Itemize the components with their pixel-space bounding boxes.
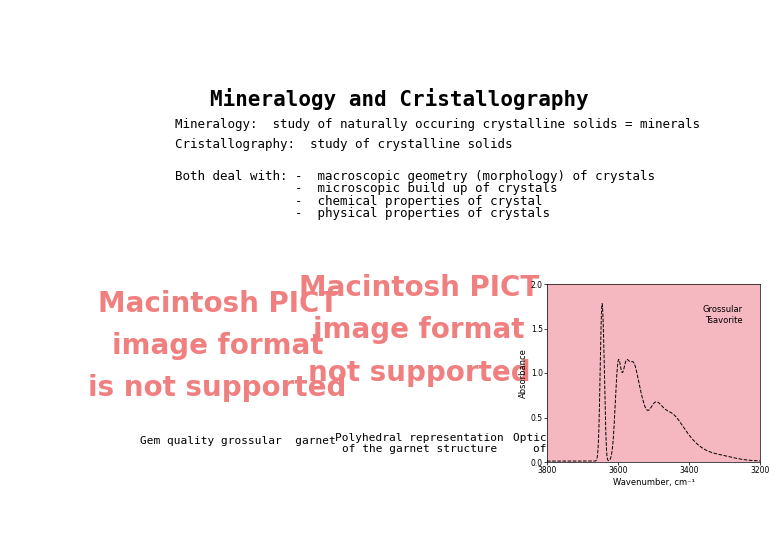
Text: Polyhedral representation
of the garnet structure: Polyhedral representation of the garnet …: [335, 433, 504, 455]
Text: Gem quality grossular  garnet: Gem quality grossular garnet: [140, 436, 336, 446]
Text: Cristallography:  study of crystalline solids: Cristallography: study of crystalline so…: [175, 138, 512, 151]
Y-axis label: Absorbance: Absorbance: [519, 348, 528, 398]
Text: Macintosh PICT: Macintosh PICT: [299, 274, 539, 302]
Text: -  chemical properties of crystal: - chemical properties of crystal: [295, 194, 543, 207]
Text: Macintosh PICT: Macintosh PICT: [98, 289, 338, 318]
Text: image format: image format: [314, 316, 525, 345]
Text: Both deal with:: Both deal with:: [175, 170, 288, 183]
Text: Mineralogy and Cristallography: Mineralogy and Cristallography: [211, 89, 589, 111]
X-axis label: Wavenumber, cm⁻¹: Wavenumber, cm⁻¹: [612, 478, 694, 487]
Text: image format: image format: [112, 332, 324, 360]
Text: is not supported: is not supported: [88, 374, 347, 402]
Text: Grossular
Tsavorite: Grossular Tsavorite: [702, 306, 743, 325]
Text: -  microscopic build up of crystals: - microscopic build up of crystals: [295, 183, 558, 195]
Text: -  macroscopic geometry (morphology) of crystals: - macroscopic geometry (morphology) of c…: [295, 170, 655, 183]
Text: Optical absorption spectrum
of a grossular garnet: Optical absorption spectrum of a grossul…: [513, 433, 696, 455]
Text: -  physical properties of crystals: - physical properties of crystals: [295, 207, 550, 220]
Text: not supported: not supported: [308, 359, 530, 387]
Text: Mineralogy:  study of naturally occuring crystalline solids = minerals: Mineralogy: study of naturally occuring …: [175, 118, 700, 131]
